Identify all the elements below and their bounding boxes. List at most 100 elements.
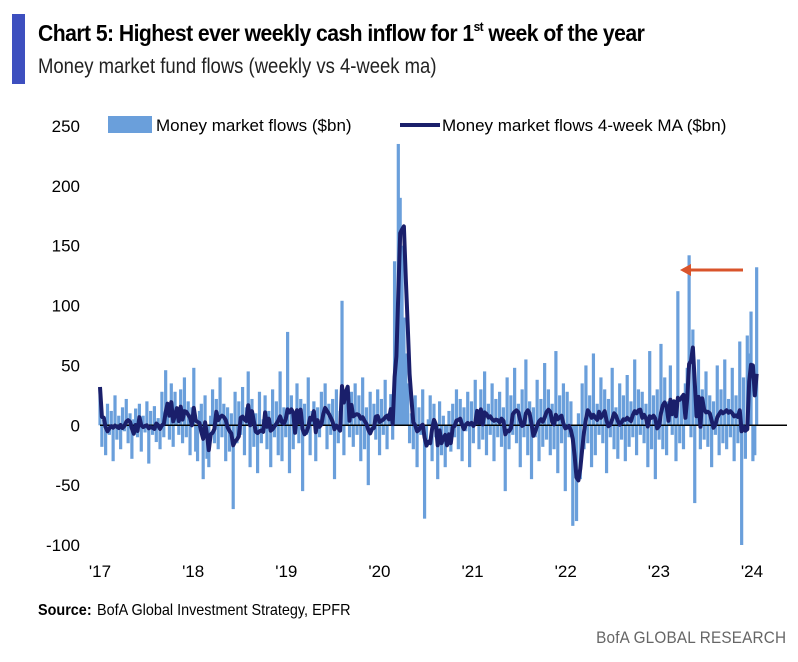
flow-bar	[154, 425, 158, 443]
flow-bar	[195, 425, 200, 462]
flow-bar	[499, 425, 504, 447]
flow-bar	[603, 389, 607, 426]
flow-bar	[316, 407, 320, 426]
flow-bar	[115, 425, 119, 440]
flow-bar	[147, 425, 151, 464]
chart-title-tail: week of the year	[483, 20, 645, 46]
flow-bar	[353, 383, 357, 426]
flow-bar	[584, 365, 588, 426]
flow-bar	[222, 403, 226, 426]
flow-bar	[616, 425, 620, 459]
flow-bar	[143, 425, 147, 433]
flow-bar	[336, 425, 340, 444]
flow-bar	[651, 395, 656, 426]
flow-bar	[291, 425, 295, 450]
flow-bar	[526, 425, 530, 456]
flow-bar	[593, 425, 597, 456]
flow-bar	[659, 343, 663, 426]
flow-bar	[194, 425, 198, 452]
flow-bar	[717, 425, 721, 456]
flow-bar	[271, 389, 275, 426]
flow-bar	[203, 395, 207, 426]
flow-bar	[171, 425, 175, 447]
flow-bar	[741, 377, 746, 426]
flow-bar	[308, 425, 312, 456]
flow-bar	[252, 425, 256, 447]
flow-bar	[471, 425, 475, 444]
y-axis: 250 200 150 100 50 0 -50 -100	[46, 117, 80, 555]
flow-bar	[698, 425, 702, 450]
flow-bar	[306, 377, 310, 426]
flow-bar	[589, 425, 594, 468]
flow-bar	[522, 425, 526, 438]
flow-bar	[702, 425, 706, 440]
flow-bar	[167, 425, 172, 440]
flow-bar	[329, 425, 333, 435]
flow-bar	[509, 395, 513, 426]
flow-bar	[132, 419, 136, 426]
flow-bar	[539, 398, 543, 426]
flow-bar	[544, 425, 549, 440]
flow-bar	[636, 389, 641, 426]
flow-bar	[379, 398, 384, 426]
flow-bar	[452, 425, 457, 438]
flow-bar	[286, 331, 290, 426]
flow-bar	[642, 425, 646, 444]
flow-bar	[265, 425, 269, 450]
flow-bar	[745, 335, 749, 426]
flow-bar	[621, 395, 626, 426]
flow-bar	[210, 389, 215, 426]
flow-bar	[646, 425, 650, 468]
flow-bar	[728, 425, 732, 438]
flow-bar	[680, 395, 684, 426]
flow-bar	[710, 425, 714, 468]
flow-bar	[160, 391, 164, 426]
flow-bar	[507, 425, 511, 450]
flow-bar	[374, 425, 378, 440]
flow-bar	[734, 395, 738, 426]
flow-bar	[404, 353, 408, 426]
flow-bar	[601, 425, 605, 444]
flow-bar	[751, 425, 755, 462]
flow-bar	[477, 425, 481, 450]
flow-bar	[535, 379, 539, 426]
flow-bar	[503, 425, 507, 492]
flow-bar	[242, 425, 247, 456]
flow-bar	[492, 425, 496, 462]
flow-bar	[368, 391, 372, 426]
flow-bar	[105, 403, 110, 426]
flow-bar	[297, 425, 301, 444]
flow-bar	[391, 425, 395, 440]
bars-series	[98, 143, 759, 545]
flow-bar	[681, 425, 686, 450]
x-tick-label: '20	[368, 562, 390, 581]
flow-bar	[255, 425, 260, 474]
arrow-head	[680, 264, 691, 276]
flow-bar	[713, 425, 717, 435]
flow-bar	[687, 255, 691, 426]
flow-bar	[678, 425, 682, 444]
flow-bar	[721, 425, 725, 444]
flow-bar	[411, 425, 415, 450]
flow-bar	[182, 377, 187, 426]
flow-bar	[604, 425, 609, 474]
flow-bar	[351, 425, 355, 447]
flow-bar	[437, 401, 442, 426]
flow-bar	[377, 425, 382, 456]
flow-bar	[319, 391, 323, 426]
x-tick-label: '23	[648, 562, 670, 581]
x-tick-label: '22	[555, 562, 577, 581]
flow-bar	[376, 389, 380, 426]
flow-bar	[113, 395, 117, 426]
flow-bar	[520, 389, 524, 426]
flow-bar	[177, 425, 181, 435]
flow-bar	[282, 407, 286, 426]
flow-bar	[460, 425, 464, 462]
flow-bar	[278, 371, 282, 426]
flow-bar	[708, 395, 712, 426]
flow-bar	[364, 407, 369, 426]
flow-bar	[619, 425, 624, 440]
flow-bar	[432, 403, 436, 426]
flow-bar	[158, 425, 162, 450]
flow-bar	[357, 395, 361, 426]
